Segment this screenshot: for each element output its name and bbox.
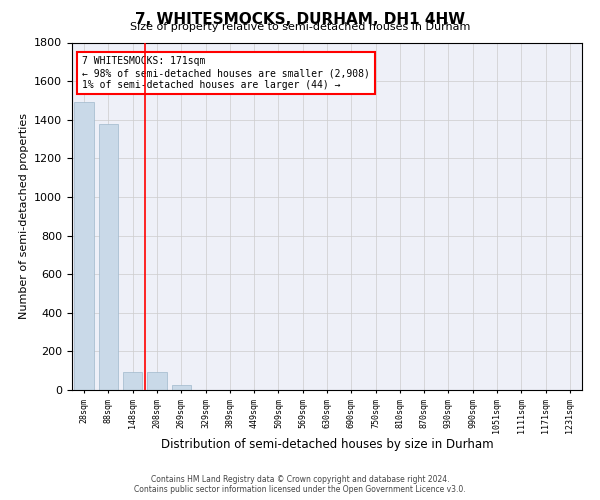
Bar [172,385,191,390]
Y-axis label: Number of semi-detached properties: Number of semi-detached properties [19,114,29,320]
Bar [147,372,167,390]
X-axis label: Distribution of semi-detached houses by size in Durham: Distribution of semi-detached houses by … [161,438,493,451]
Bar [123,372,142,390]
Text: Size of property relative to semi-detached houses in Durham: Size of property relative to semi-detach… [130,22,470,32]
Text: 7, WHITESMOCKS, DURHAM, DH1 4HW: 7, WHITESMOCKS, DURHAM, DH1 4HW [135,12,465,28]
Bar [74,102,94,390]
Text: 7 WHITESMOCKS: 171sqm
← 98% of semi-detached houses are smaller (2,908)
1% of se: 7 WHITESMOCKS: 171sqm ← 98% of semi-deta… [82,56,370,90]
Text: Contains HM Land Registry data © Crown copyright and database right 2024.
Contai: Contains HM Land Registry data © Crown c… [134,474,466,494]
Bar [99,124,118,390]
